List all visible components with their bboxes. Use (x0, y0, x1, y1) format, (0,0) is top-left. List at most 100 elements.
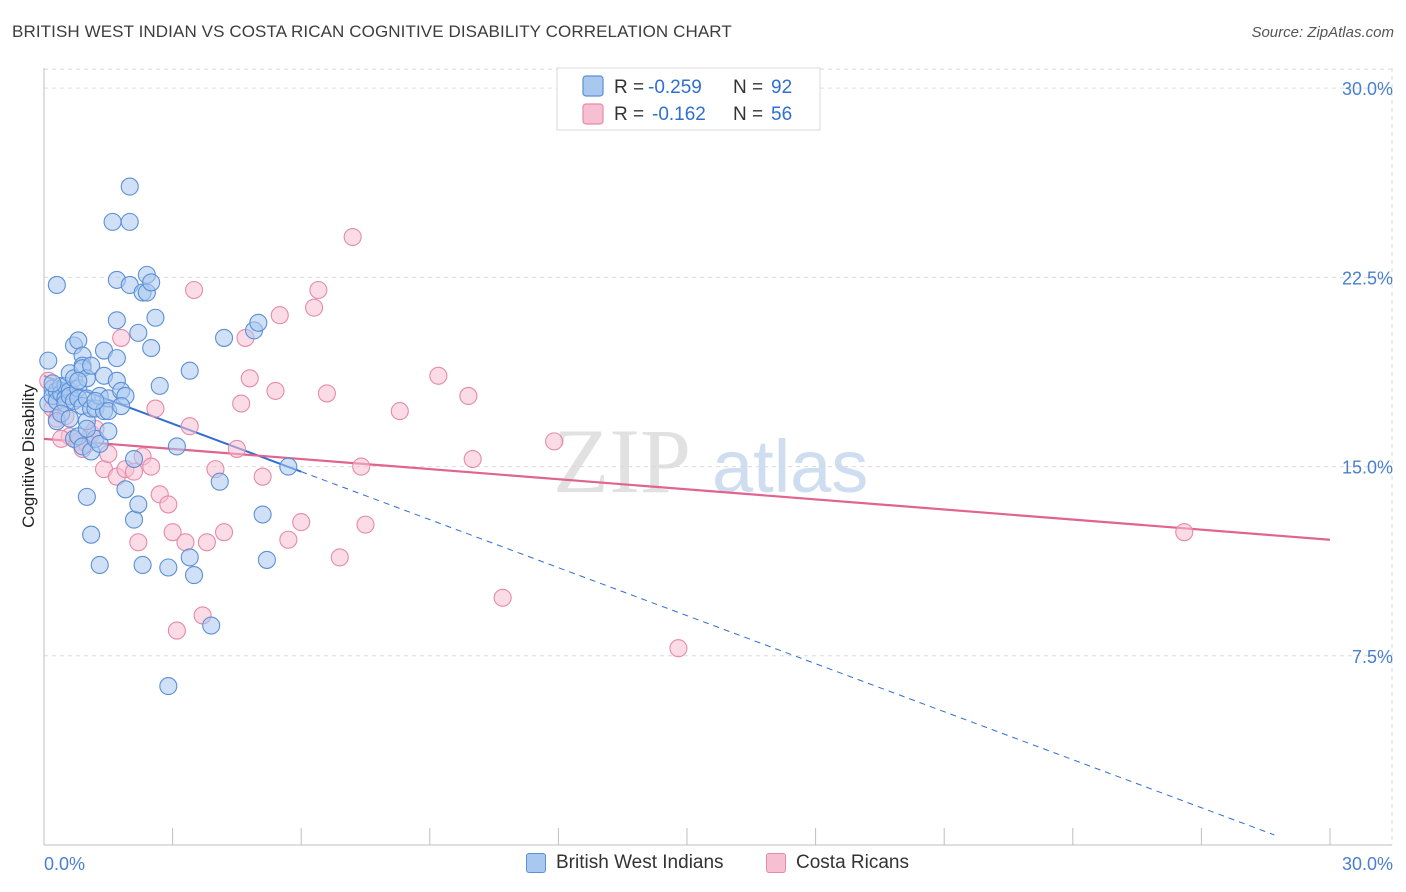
data-point-british-west-indian (142, 273, 161, 292)
data-point-costa-rican (330, 548, 349, 567)
data-point-british-west-indian (107, 349, 126, 368)
data-point-costa-rican (142, 457, 161, 476)
data-point-costa-rican (163, 523, 182, 542)
data-point-british-west-indian (39, 351, 58, 370)
data-point-british-west-indian (279, 457, 298, 476)
data-point-costa-rican (184, 280, 204, 300)
data-point-costa-rican (279, 530, 298, 549)
data-point-british-west-indian (99, 422, 118, 441)
data-point-costa-rican (545, 432, 564, 451)
data-point-british-west-indian (142, 338, 161, 358)
data-point-costa-rican (352, 457, 371, 476)
data-point-british-west-indian (210, 472, 229, 491)
data-point-british-west-indian (124, 449, 144, 469)
data-point-british-west-indian (82, 525, 101, 544)
data-point-british-west-indian (69, 331, 88, 350)
watermark-atlas: atlas (712, 425, 868, 508)
data-point-costa-rican (343, 227, 362, 247)
data-point-costa-rican (167, 621, 186, 640)
data-point-costa-rican (227, 439, 246, 458)
data-point-british-west-indian (90, 555, 109, 575)
bottom-legend-label-blue: British West Indians (556, 852, 724, 873)
data-point-british-west-indian (184, 566, 204, 585)
data-point-costa-rican (493, 588, 512, 607)
data-point-british-west-indian (107, 311, 126, 330)
y-axis-label: Cognitive Disability (19, 384, 38, 528)
data-point-costa-rican (214, 523, 234, 542)
bottom-legend-swatch-blue (526, 853, 546, 873)
data-point-british-west-indian (60, 409, 79, 428)
legend-r-label-2: R = (614, 104, 644, 125)
legend: R = -0.259 N = 92 R = -0.162 N = 56 (556, 67, 821, 131)
data-point-british-west-indian (124, 510, 144, 529)
x-tick-label-min: 0.0% (44, 854, 85, 874)
data-point-british-west-indian (159, 677, 178, 696)
watermark: ZIP atlas (553, 410, 868, 512)
data-point-british-west-indian (103, 212, 122, 231)
bottom-legend: British West Indians Costa Ricans (0, 852, 1406, 878)
data-point-british-west-indian (249, 313, 268, 332)
data-point-british-west-indian (159, 558, 178, 577)
trend-line-pink (43, 437, 1331, 541)
data-point-british-west-indian (116, 480, 135, 499)
data-point-costa-rican (232, 394, 251, 413)
bottom-legend-item-blue: British West Indians (526, 852, 724, 874)
bottom-legend-swatch-pink (766, 853, 786, 873)
bottom-legend-item-pink: Costa Ricans (766, 852, 909, 874)
data-point-british-west-indian (180, 361, 199, 380)
legend-r-value-1: -0.259 (648, 77, 702, 98)
data-point-costa-rican (159, 495, 178, 514)
data-point-british-west-indian (253, 505, 272, 524)
y-tick-label: 7.5% (1352, 647, 1393, 667)
data-point-british-west-indian (43, 374, 62, 393)
data-point-british-west-indian (150, 376, 169, 395)
data-point-british-west-indian (86, 391, 105, 411)
grid (44, 68, 1393, 845)
data-point-costa-rican (129, 533, 148, 552)
data-point-costa-rican (429, 366, 448, 385)
data-point-british-west-indian (129, 495, 148, 514)
y-tick-label: 15.0% (1342, 458, 1393, 478)
data-point-costa-rican (146, 399, 165, 418)
y-tick-label: 22.5% (1342, 268, 1393, 288)
data-point-costa-rican (112, 328, 131, 347)
legend-r-value-2: -0.162 (652, 104, 706, 125)
legend-n-value-2: 56 (771, 104, 792, 125)
data-point-costa-rican (180, 417, 199, 436)
data-point-british-west-indian (202, 616, 221, 635)
data-point-british-west-indian (133, 555, 152, 575)
data-point-costa-rican (176, 533, 195, 552)
data-point-british-west-indian (214, 328, 234, 347)
data-point-british-west-indian (146, 308, 165, 327)
data-point-costa-rican (669, 639, 688, 658)
data-point-costa-rican (390, 402, 409, 421)
legend-swatch-pink (582, 103, 604, 125)
data-point-british-west-indian (257, 550, 276, 569)
data-point-costa-rican (356, 515, 375, 534)
legend-n-value-1: 92 (771, 77, 792, 98)
data-point-costa-rican (463, 449, 482, 469)
data-point-costa-rican (305, 298, 324, 317)
data-point-british-west-indian (82, 356, 101, 375)
data-point-costa-rican (309, 280, 328, 300)
data-point-costa-rican (317, 384, 336, 403)
data-point-costa-rican (240, 369, 259, 388)
tick-labels: 7.5% 15.0% 22.5% 30.0% 0.0% 30.0% (44, 79, 1393, 874)
data-point-british-west-indian (77, 487, 96, 506)
series-british-west-indians (39, 177, 298, 696)
legend-r-label-1: R = (614, 77, 644, 98)
series-costa-ricans (39, 227, 1194, 658)
data-point-british-west-indian (120, 212, 139, 231)
source-note: Source: ZipAtlas.com (1251, 24, 1394, 41)
data-point-british-west-indian (112, 396, 131, 416)
data-point-british-west-indian (47, 275, 66, 295)
data-point-costa-rican (197, 533, 216, 552)
data-point-costa-rican (292, 513, 311, 532)
data-point-costa-rican (270, 306, 289, 325)
legend-n-label-1: N = (733, 77, 763, 98)
chart-title: BRITISH WEST INDIAN VS COSTA RICAN COGNI… (12, 22, 732, 41)
legend-n-label-2: N = (733, 104, 763, 125)
axes (43, 68, 1392, 846)
legend-swatch-blue (582, 75, 604, 97)
data-point-british-west-indian (69, 371, 88, 390)
